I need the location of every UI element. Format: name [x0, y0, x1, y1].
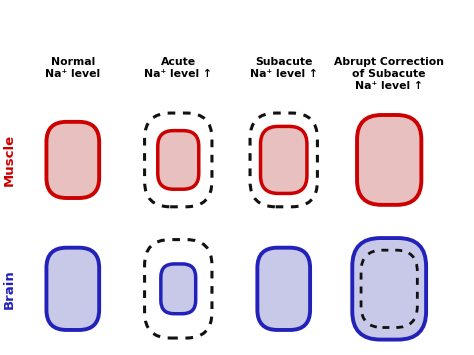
FancyBboxPatch shape: [161, 264, 196, 314]
FancyBboxPatch shape: [145, 113, 212, 207]
FancyBboxPatch shape: [257, 248, 310, 330]
FancyBboxPatch shape: [352, 238, 426, 340]
FancyBboxPatch shape: [145, 240, 212, 338]
FancyBboxPatch shape: [46, 122, 99, 198]
FancyBboxPatch shape: [261, 126, 307, 193]
Text: Abrupt Correction
of Subacute
Na⁺ level ↑: Abrupt Correction of Subacute Na⁺ level …: [334, 58, 444, 91]
FancyBboxPatch shape: [250, 113, 318, 207]
FancyBboxPatch shape: [158, 131, 199, 189]
FancyBboxPatch shape: [357, 115, 421, 205]
Text: Muscle: Muscle: [3, 134, 16, 186]
Text: Acute
Na⁺ level ↑: Acute Na⁺ level ↑: [144, 58, 212, 79]
Text: Normal
Na⁺ level: Normal Na⁺ level: [45, 58, 100, 79]
Text: Subacute
Na⁺ level ↑: Subacute Na⁺ level ↑: [250, 58, 318, 79]
FancyBboxPatch shape: [46, 248, 99, 330]
FancyBboxPatch shape: [361, 250, 417, 328]
Text: Brain: Brain: [3, 269, 16, 309]
